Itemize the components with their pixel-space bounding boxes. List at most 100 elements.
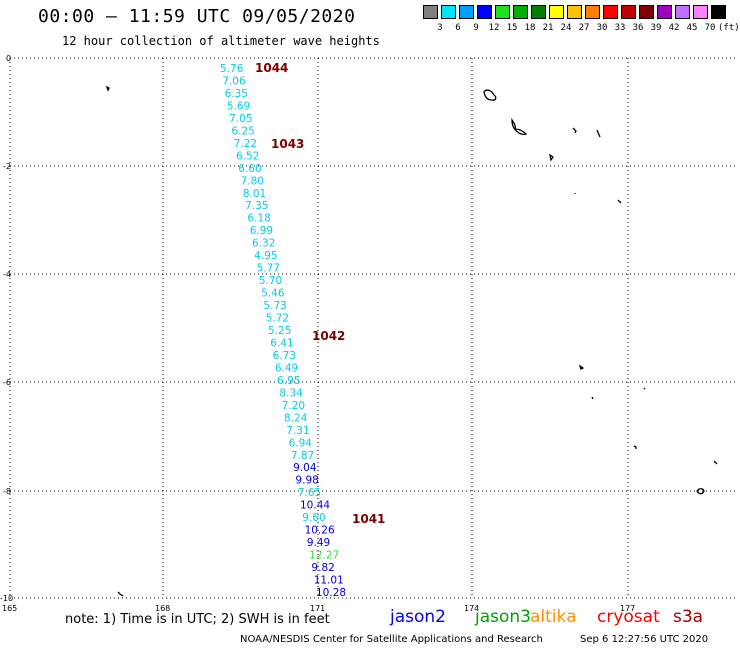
wave-height-label: 5.77 bbox=[257, 263, 280, 275]
legend-swatch bbox=[603, 5, 618, 19]
legend-label: 36 bbox=[632, 23, 644, 33]
wave-height-label: 9.04 bbox=[293, 462, 317, 474]
wave-height-label: 7.80 bbox=[241, 175, 264, 187]
y-tick-label: -2 bbox=[3, 162, 11, 171]
legend-swatch bbox=[513, 5, 528, 19]
wave-height-label: 5.46 bbox=[261, 288, 285, 300]
satellite-name: altika bbox=[530, 607, 577, 627]
legend-swatch bbox=[675, 5, 690, 19]
legend-swatch bbox=[585, 5, 600, 19]
map-grid bbox=[9, 57, 736, 599]
legend-swatch bbox=[567, 5, 582, 19]
legend-label: (ft) bbox=[718, 23, 740, 33]
wave-height-label: 9.60 bbox=[302, 512, 325, 524]
legend-label: 24 bbox=[560, 23, 572, 33]
wave-height-label: 11.01 bbox=[314, 575, 344, 587]
generated-timestamp: Sep 6 12:27:56 UTC 2020 bbox=[580, 634, 709, 645]
legend-label: 70 bbox=[704, 23, 716, 33]
wave-height-label: 7.05 bbox=[229, 113, 252, 125]
altimeter-track: 5.767.066.355.697.056.257.226.526.607.80… bbox=[220, 63, 346, 599]
y-tick-label: -8 bbox=[3, 487, 11, 496]
legend-swatch bbox=[639, 5, 654, 19]
satellite-name: jason3 bbox=[475, 607, 531, 627]
legend-swatch bbox=[441, 5, 456, 19]
wave-height-label: 5.25 bbox=[268, 325, 291, 337]
x-tick-label: 168 bbox=[155, 604, 170, 613]
legend-swatch bbox=[549, 5, 564, 19]
wave-height-label: 6.94 bbox=[289, 437, 313, 449]
legend-label: 6 bbox=[455, 23, 461, 33]
island-outlines bbox=[105, 85, 718, 597]
legend-swatch bbox=[477, 5, 492, 19]
wave-height-label: 8.34 bbox=[279, 387, 303, 399]
wave-height-label: 7.06 bbox=[222, 75, 246, 87]
legend-swatch bbox=[531, 5, 546, 19]
wave-height-label: 9.49 bbox=[307, 537, 330, 549]
wave-height-label: 6.52 bbox=[236, 150, 259, 162]
wave-height-label: 9.98 bbox=[295, 475, 318, 487]
legend-label: 15 bbox=[506, 23, 518, 33]
cycle-number: 1041 bbox=[352, 512, 385, 526]
legend-label: 9 bbox=[473, 23, 479, 33]
legend-swatch bbox=[711, 5, 726, 19]
wave-height-label: 6.73 bbox=[273, 350, 296, 362]
footer-note: note: 1) Time is in UTC; 2) SWH is in fe… bbox=[65, 612, 330, 627]
wave-height-label: 7.87 bbox=[291, 450, 314, 462]
wave-height-label: 5.73 bbox=[263, 300, 286, 312]
legend-label: 39 bbox=[650, 23, 662, 33]
wave-height-label: 10.28 bbox=[316, 587, 346, 599]
wave-height-label: 12.27 bbox=[309, 550, 339, 562]
legend-label: 18 bbox=[524, 23, 536, 33]
legend-swatch bbox=[423, 5, 438, 19]
cycle-number: 1042 bbox=[312, 329, 345, 343]
satellite-name: cryosat bbox=[597, 607, 660, 627]
wave-height-label: 6.41 bbox=[270, 337, 293, 349]
x-tick-label: 171 bbox=[310, 604, 325, 613]
legend-label: 12 bbox=[488, 23, 500, 33]
cycle-number: 1044 bbox=[255, 61, 288, 75]
x-tick-label: 165 bbox=[2, 604, 17, 613]
y-tick-label: -10 bbox=[0, 594, 13, 603]
wave-height-label: 7.65 bbox=[298, 487, 321, 499]
wave-height-label: 7.22 bbox=[234, 138, 257, 150]
wave-height-label: 5.76 bbox=[220, 63, 244, 75]
wave-height-label: 10.44 bbox=[300, 500, 330, 512]
legend-label: 3 bbox=[437, 23, 443, 33]
wave-height-label: 6.99 bbox=[250, 225, 273, 237]
legend-label: 45 bbox=[686, 23, 698, 33]
wave-height-label: 5.72 bbox=[266, 313, 289, 325]
wave-height-label: 7.20 bbox=[282, 400, 305, 412]
legend-label: 21 bbox=[542, 23, 554, 33]
legend-swatch bbox=[459, 5, 474, 19]
legend-label: 42 bbox=[668, 23, 680, 33]
wave-height-label: 6.18 bbox=[247, 213, 270, 225]
cycle-number: 1043 bbox=[271, 137, 304, 151]
legend-label: 30 bbox=[596, 23, 608, 33]
satellite-name: jason2 bbox=[390, 607, 446, 627]
legend-swatch bbox=[657, 5, 672, 19]
axis-ticks: 165 168 171 174 177 0 -2 -4 -6 -8 -10 bbox=[0, 54, 635, 613]
wave-height-label: 9.82 bbox=[311, 562, 334, 574]
legend-label: 27 bbox=[578, 23, 590, 33]
y-tick-label: -4 bbox=[3, 270, 11, 279]
wave-height-label: 8.01 bbox=[243, 188, 266, 200]
legend-swatch bbox=[495, 5, 510, 19]
y-tick-label: -6 bbox=[3, 378, 11, 387]
wave-height-label: 5.70 bbox=[259, 275, 282, 287]
wave-height-label: 7.35 bbox=[245, 200, 268, 212]
wave-height-label: 5.69 bbox=[227, 100, 250, 112]
x-tick-label: 174 bbox=[464, 604, 479, 613]
x-tick-label: 177 bbox=[620, 604, 635, 613]
legend-label: 33 bbox=[614, 23, 626, 33]
credit-line: NOAA/NESDIS Center for Satellite Applica… bbox=[240, 634, 543, 645]
cycle-labels: 1044 1043 1042 1041 bbox=[255, 61, 385, 526]
wave-height-label: 6.25 bbox=[231, 125, 254, 137]
wave-height-label: 6.35 bbox=[225, 88, 248, 100]
map-subtitle: 12 hour collection of altimeter wave hei… bbox=[62, 34, 380, 48]
y-tick-label: 0 bbox=[6, 54, 11, 63]
legend-swatch bbox=[693, 5, 708, 19]
wave-height-label: 6.49 bbox=[275, 362, 298, 374]
wave-height-label: 6.95 bbox=[277, 375, 300, 387]
wave-height-label: 4.95 bbox=[254, 250, 277, 262]
